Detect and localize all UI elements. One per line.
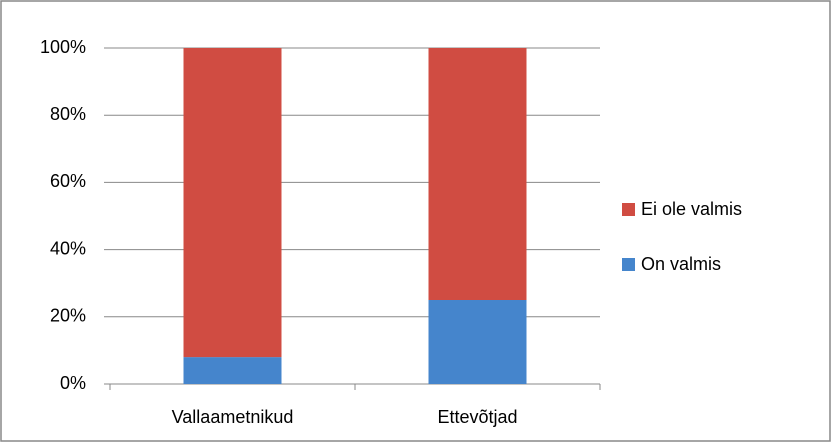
legend-swatch [622, 203, 635, 216]
legend-label: Ei ole valmis [641, 199, 742, 219]
y-tick-label: 80% [50, 104, 86, 124]
x-tick-label: Vallaametnikud [172, 407, 294, 427]
y-tick-label: 0% [60, 373, 86, 393]
bar-segment [183, 48, 282, 358]
y-tick-label: 100% [40, 37, 86, 57]
bar-segment [183, 357, 282, 384]
bar-segment [428, 300, 527, 384]
legend-label: On valmis [641, 254, 721, 274]
y-tick-label: 40% [50, 238, 86, 258]
y-tick-label: 20% [50, 306, 86, 326]
y-tick-label: 60% [50, 171, 86, 191]
x-tick-label: Ettevõtjad [437, 407, 517, 427]
legend-swatch [622, 258, 635, 271]
bar-segment [428, 48, 527, 300]
